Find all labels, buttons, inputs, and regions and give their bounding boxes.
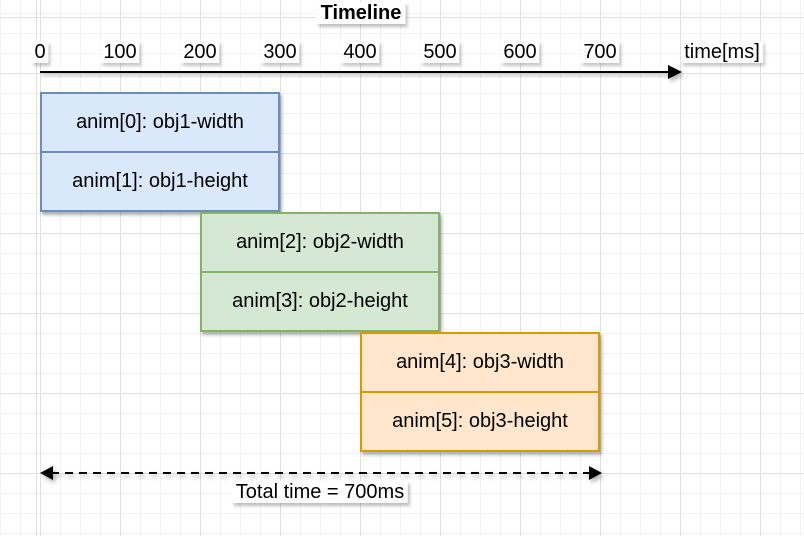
anim-bar-1: anim[1]: obj1-height — [42, 151, 278, 210]
anim-bar-2: anim[2]: obj2-width — [236, 231, 404, 253]
total-time-arrow — [40, 466, 602, 480]
axis-tick-400: 400 — [340, 41, 380, 63]
arrow-right-icon — [589, 466, 602, 480]
axis-tick-500: 500 — [420, 41, 460, 63]
axis-tick-700: 700 — [580, 41, 620, 63]
total-time-label: Total time = 700ms — [231, 481, 409, 503]
anim-bar-3: anim[3]: obj2-height — [202, 271, 438, 330]
anim-group-obj2: anim[2]: obj2-width anim[3]: obj2-height — [200, 212, 440, 332]
diagram-title: Timeline — [316, 2, 406, 24]
arrow-left-icon — [40, 466, 53, 480]
axis-unit-label: time[ms] — [681, 41, 763, 63]
anim-bar-5: anim[5]: obj3-height — [362, 391, 598, 450]
axis-arrowhead-icon — [668, 65, 682, 79]
anim-group-obj1: anim[0]: obj1-width anim[1]: obj1-height — [40, 92, 280, 212]
axis-tick-300: 300 — [260, 41, 300, 63]
anim-bar-4: anim[4]: obj3-width — [396, 351, 564, 373]
dashed-line — [51, 472, 591, 474]
axis-tick-0: 0 — [31, 41, 49, 63]
anim-bar-0: anim[0]: obj1-width — [76, 111, 244, 133]
anim-group-obj3: anim[4]: obj3-width anim[5]: obj3-height — [360, 332, 600, 452]
axis-tick-100: 100 — [100, 41, 140, 63]
time-axis-line — [40, 71, 669, 73]
axis-tick-200: 200 — [180, 41, 220, 63]
axis-tick-600: 600 — [500, 41, 540, 63]
